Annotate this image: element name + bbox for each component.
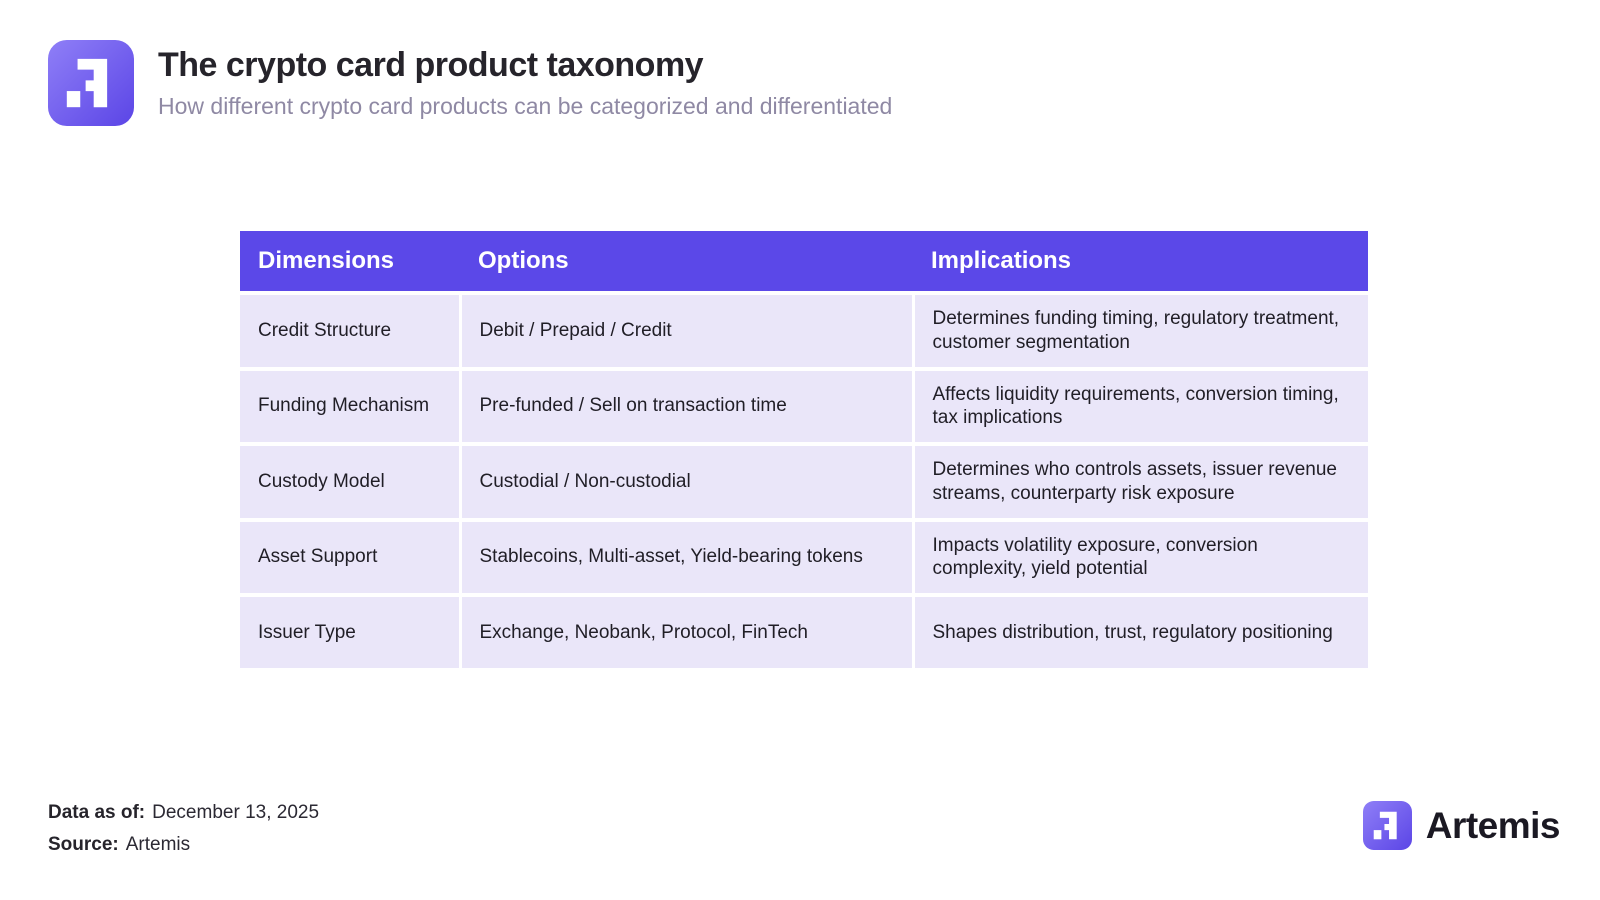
source-label: Source: — [48, 834, 119, 855]
page-header: The crypto card product taxonomy How dif… — [48, 40, 892, 126]
cell-options: Custodial / Non-custodial — [460, 442, 915, 520]
table-row: Credit Structure Debit / Prepaid / Credi… — [240, 291, 1368, 369]
cell-options: Exchange, Neobank, Protocol, FinTech — [460, 593, 915, 668]
table-row: Custody Model Custodial / Non-custodial … — [240, 442, 1368, 520]
cell-implications: Shapes distribution, trust, regulatory p… — [913, 593, 1368, 668]
page-subtitle: How different crypto card products can b… — [158, 93, 893, 119]
cell-options: Debit / Prepaid / Credit — [460, 291, 915, 369]
source-value: Artemis — [125, 834, 191, 855]
cell-options: Pre-funded / Sell on transaction time — [460, 366, 915, 444]
artemis-logo-small — [1362, 801, 1412, 850]
cell-dimension: Issuer Type — [240, 593, 462, 668]
footnotes: Data as of: December 13, 2025 Source: Ar… — [48, 802, 319, 856]
table-row: Asset Support Stablecoins, Multi-asset, … — [240, 517, 1368, 595]
data-as-of-value: December 13, 2025 — [152, 802, 320, 823]
column-header-dimensions: Dimensions — [240, 231, 460, 293]
cell-dimension: Credit Structure — [240, 291, 462, 369]
column-header-options: Options — [460, 231, 913, 293]
taxonomy-table: Dimensions Options Implications Credit S… — [240, 231, 1368, 668]
table-row: Funding Mechanism Pre-funded / Sell on t… — [240, 366, 1368, 444]
table-header-row: Dimensions Options Implications — [240, 231, 1368, 293]
cell-implications: Affects liquidity requirements, conversi… — [913, 366, 1368, 444]
table-row: Issuer Type Exchange, Neobank, Protocol,… — [240, 593, 1368, 668]
artemis-a-icon — [48, 40, 134, 126]
cell-implications: Determines who controls assets, issuer r… — [913, 442, 1368, 520]
column-header-implications: Implications — [913, 231, 1368, 293]
data-as-of-line: Data as of: December 13, 2025 — [48, 802, 319, 824]
artemis-a-icon — [1362, 801, 1412, 850]
cell-dimension: Asset Support — [240, 517, 462, 595]
data-as-of-label: Data as of: — [48, 802, 146, 823]
brand-name: Artemis — [1425, 804, 1561, 846]
artemis-logo — [48, 40, 134, 126]
cell-implications: Impacts volatility exposure, conversion … — [913, 517, 1368, 595]
cell-options: Stablecoins, Multi-asset, Yield-bearing … — [460, 517, 915, 595]
cell-dimension: Custody Model — [240, 442, 462, 520]
brand-footer: Artemis — [1362, 801, 1561, 850]
source-line: Source: Artemis — [48, 834, 319, 856]
cell-implications: Determines funding timing, regulatory tr… — [913, 291, 1368, 369]
cell-dimension: Funding Mechanism — [240, 366, 462, 444]
title-block: The crypto card product taxonomy How dif… — [158, 46, 892, 120]
page-title: The crypto card product taxonomy — [158, 46, 704, 84]
